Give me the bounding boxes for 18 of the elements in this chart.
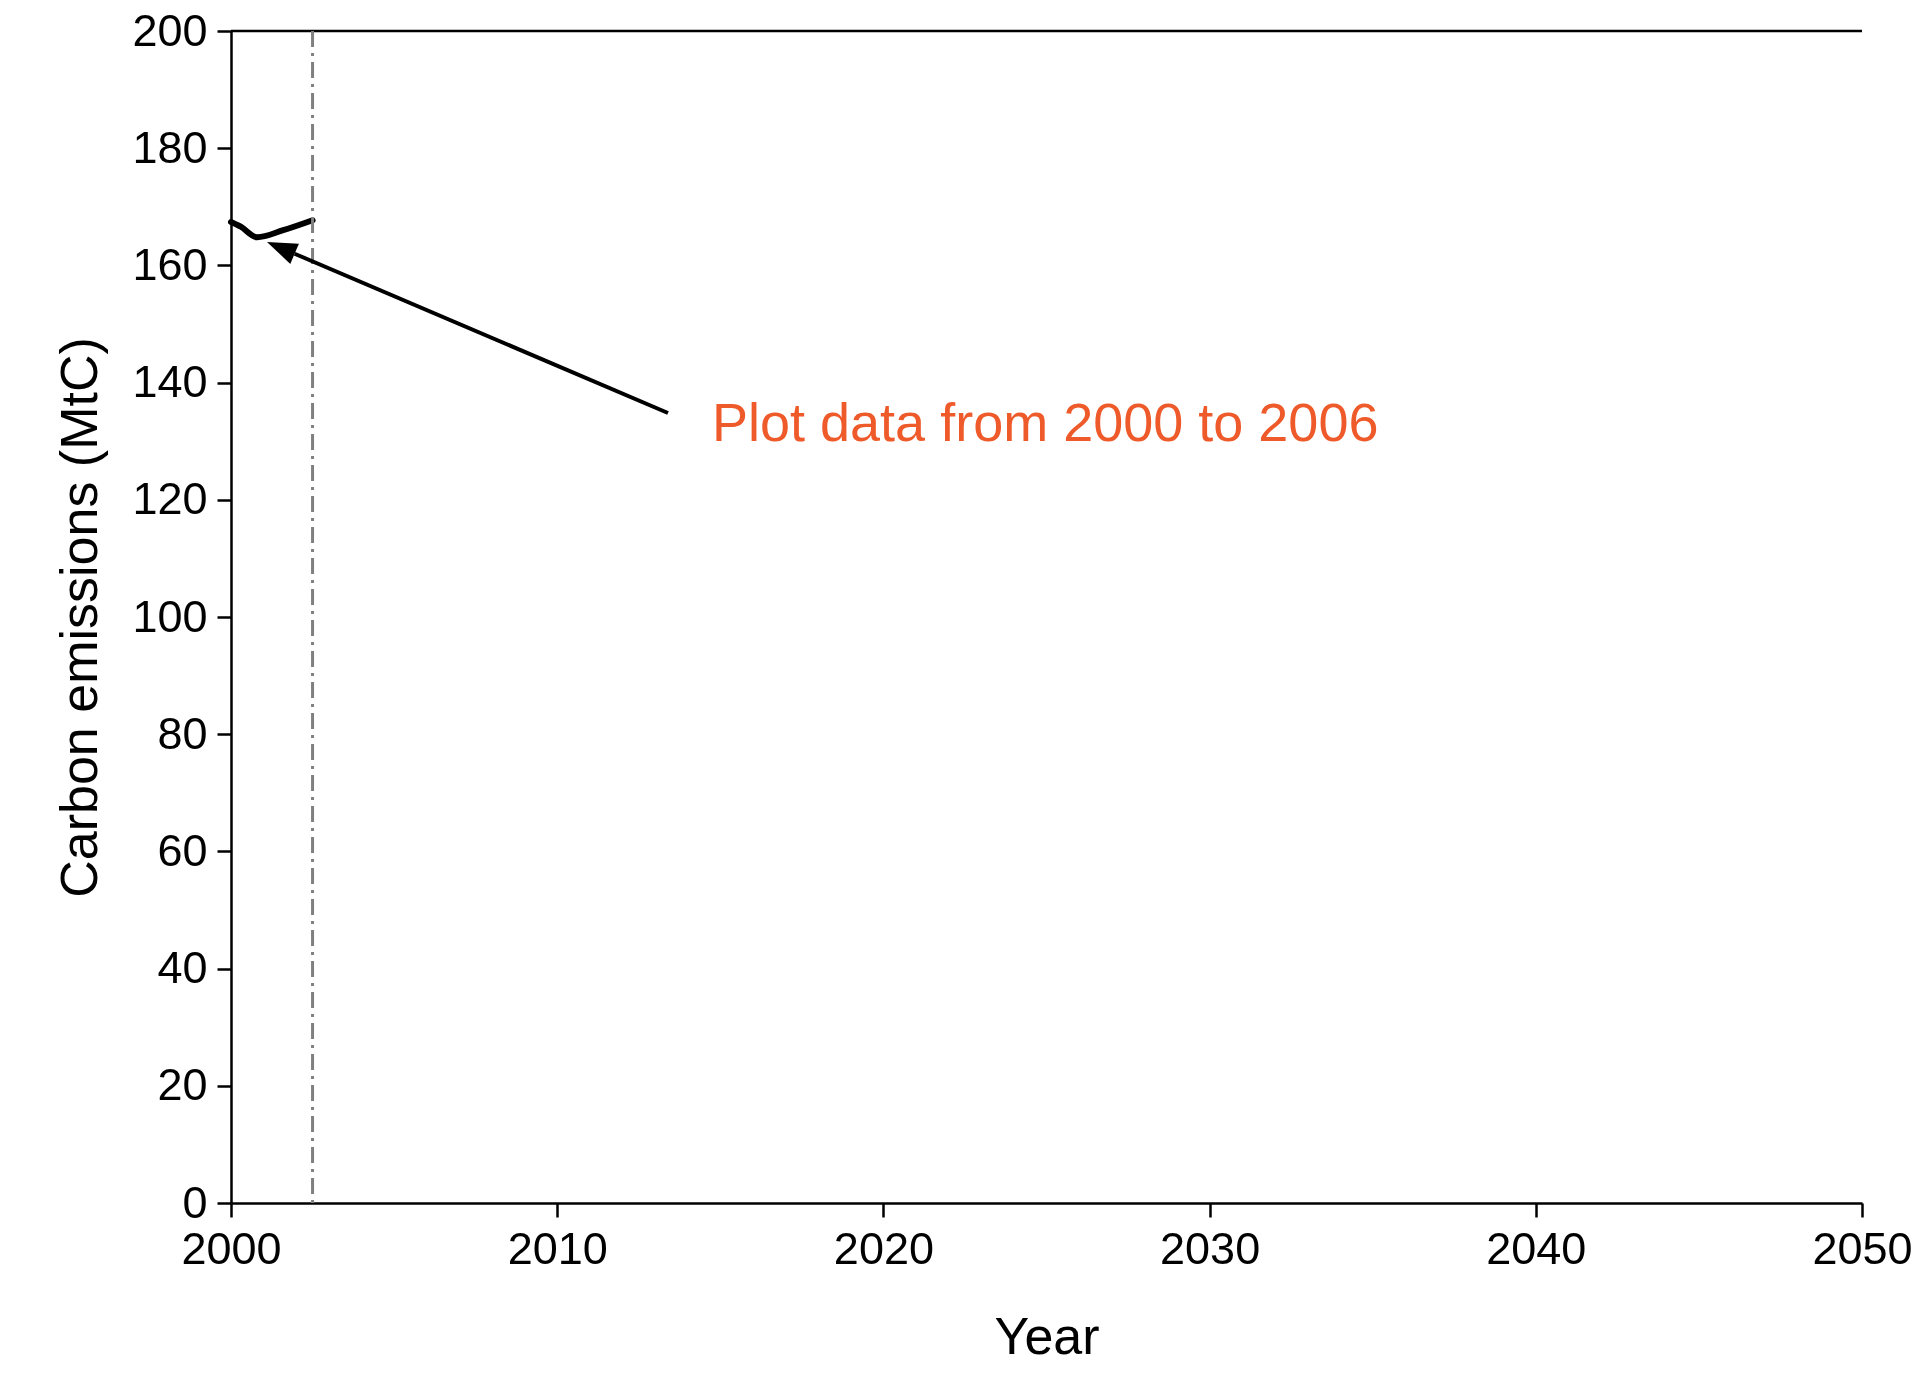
y-axis-title: Carbon emissions (MtC) bbox=[50, 337, 109, 898]
y-tick-label: 120 bbox=[132, 473, 208, 525]
x-tick-label: 2030 bbox=[1160, 1222, 1261, 1274]
y-tick-label: 200 bbox=[132, 4, 208, 56]
y-tick-label: 160 bbox=[132, 238, 208, 290]
x-axis-title: Year bbox=[994, 1306, 1100, 1365]
y-tick-label: 40 bbox=[157, 942, 208, 994]
x-tick-label: 2050 bbox=[1812, 1222, 1913, 1274]
y-tick-label: 60 bbox=[157, 824, 208, 876]
x-tick-label: 2020 bbox=[833, 1222, 934, 1274]
y-tick-label: 180 bbox=[132, 121, 208, 173]
y-tick-label: 140 bbox=[132, 356, 208, 408]
y-tick-label: 20 bbox=[157, 1059, 208, 1111]
y-tick-label: 100 bbox=[132, 590, 208, 642]
x-tick-label: 2010 bbox=[507, 1222, 608, 1274]
y-tick-label: 80 bbox=[157, 707, 208, 759]
x-tick-label: 2040 bbox=[1486, 1222, 1587, 1274]
annotation: Plot data from 2000 to 2006 bbox=[712, 392, 1379, 452]
